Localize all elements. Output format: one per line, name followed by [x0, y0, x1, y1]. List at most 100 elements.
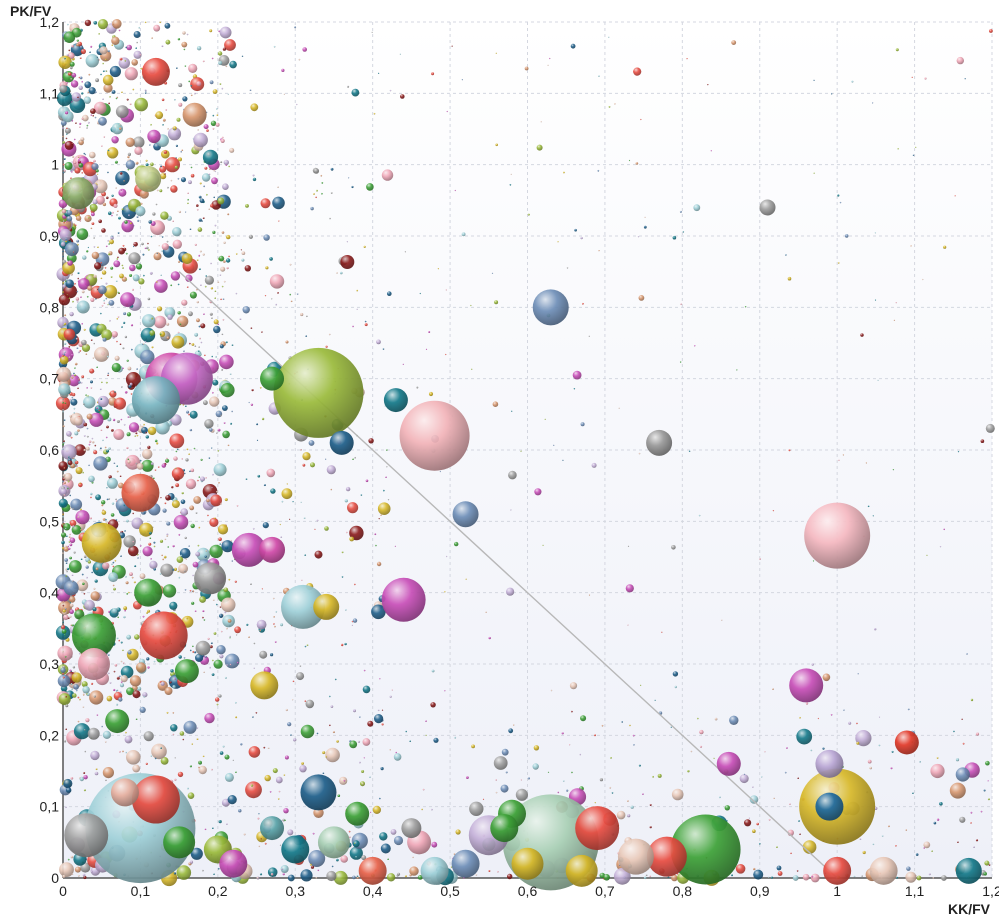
- small-bubble: [471, 744, 475, 749]
- small-bubble: [183, 472, 186, 475]
- small-bubble: [248, 636, 250, 638]
- data-bubble: [789, 668, 824, 703]
- small-bubble: [405, 730, 408, 733]
- small-bubble: [132, 540, 135, 543]
- small-bubble: [120, 292, 135, 308]
- small-bubble: [147, 242, 149, 245]
- small-bubble: [166, 457, 168, 460]
- small-bubble: [83, 875, 87, 880]
- small-bubble: [59, 355, 69, 365]
- small-bubble: [69, 519, 77, 527]
- small-bubble: [69, 494, 71, 497]
- small-bubble: [142, 692, 148, 698]
- small-bubble: [62, 474, 66, 477]
- small-bubble: [62, 516, 64, 518]
- small-bubble: [126, 432, 131, 437]
- small-bubble: [63, 328, 76, 341]
- small-bubble: [189, 589, 192, 592]
- small-bubble: [352, 458, 354, 461]
- small-bubble: [63, 440, 65, 443]
- small-bubble: [100, 398, 103, 400]
- small-bubble: [368, 438, 374, 444]
- small-bubble: [73, 671, 76, 673]
- small-bubble: [235, 292, 238, 295]
- small-bubble: [259, 873, 263, 876]
- small-bubble: [326, 465, 336, 475]
- small-bubble: [139, 54, 142, 56]
- small-bubble: [91, 571, 93, 574]
- small-bubble: [111, 214, 113, 217]
- small-bubble: [300, 501, 302, 503]
- small-bubble: [431, 808, 433, 811]
- small-bubble: [507, 873, 513, 880]
- data-bubble: [259, 536, 286, 563]
- small-bubble: [143, 423, 145, 426]
- small-bubble: [114, 663, 118, 667]
- small-bubble: [106, 487, 108, 489]
- small-bubble: [506, 587, 515, 596]
- small-bubble: [202, 869, 204, 872]
- small-bubble: [469, 801, 484, 816]
- small-bubble: [346, 241, 348, 243]
- small-bubble: [173, 872, 177, 875]
- small-bubble: [759, 843, 761, 845]
- small-bubble: [125, 46, 127, 49]
- small-bubble: [76, 228, 89, 240]
- small-bubble: [98, 409, 100, 412]
- small-bubble: [174, 678, 176, 680]
- data-bubble: [71, 613, 116, 658]
- small-bubble: [989, 29, 993, 33]
- small-bubble: [724, 805, 730, 811]
- small-bubble: [346, 531, 348, 534]
- small-bubble: [329, 695, 331, 698]
- small-bubble: [953, 730, 955, 733]
- small-bubble: [62, 171, 65, 174]
- small-bubble: [867, 759, 872, 764]
- small-bubble: [81, 172, 83, 174]
- x-axis-title: KK/FV: [948, 901, 991, 917]
- small-bubble: [911, 76, 913, 78]
- small-bubble: [224, 653, 240, 669]
- small-bubble: [810, 873, 820, 883]
- small-bubble: [357, 740, 361, 743]
- small-bubble: [62, 296, 65, 298]
- small-bubble: [121, 264, 124, 267]
- small-bubble: [64, 740, 67, 743]
- small-bubble: [102, 730, 111, 740]
- small-bubble: [62, 281, 65, 284]
- small-bubble: [491, 272, 494, 274]
- small-bubble: [69, 311, 74, 317]
- small-bubble: [150, 235, 153, 238]
- small-bubble: [220, 630, 223, 633]
- small-bubble: [103, 285, 118, 299]
- small-bubble: [63, 494, 66, 496]
- small-bubble: [73, 251, 75, 253]
- small-bubble: [162, 584, 177, 598]
- small-bubble: [563, 171, 565, 174]
- small-bubble: [178, 655, 182, 659]
- small-bubble: [752, 829, 756, 833]
- small-bubble: [865, 462, 868, 464]
- small-bubble: [214, 517, 216, 520]
- small-bubble: [131, 576, 134, 579]
- small-bubble: [150, 755, 153, 757]
- small-bubble: [62, 609, 66, 613]
- small-bubble: [82, 873, 86, 877]
- small-bubble: [105, 58, 107, 61]
- small-bubble: [192, 650, 195, 653]
- small-bubble: [217, 450, 220, 452]
- small-bubble: [74, 362, 78, 366]
- small-bubble: [75, 297, 80, 301]
- small-bubble: [190, 523, 195, 529]
- small-bubble: [87, 91, 90, 94]
- small-bubble: [638, 764, 641, 767]
- small-bubble: [66, 487, 69, 490]
- small-bubble: [67, 545, 69, 548]
- small-bubble: [106, 70, 108, 72]
- small-bubble: [220, 414, 222, 417]
- small-bubble: [569, 682, 578, 690]
- small-bubble: [115, 498, 117, 501]
- small-bubble: [200, 476, 205, 482]
- small-bubble: [132, 690, 141, 699]
- small-bubble: [96, 56, 98, 58]
